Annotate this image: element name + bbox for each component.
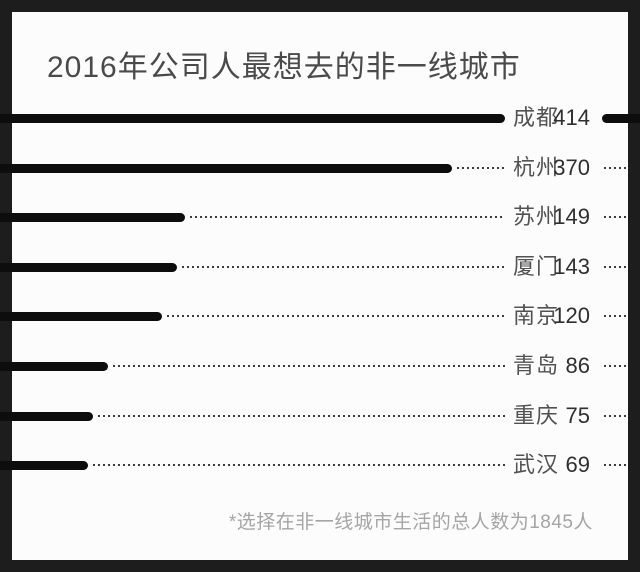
city-label: 重庆: [513, 403, 560, 428]
city-label: 苏州: [513, 204, 560, 229]
chart-footnote: *选择在非一线城市生活的总人数为1845人: [228, 512, 593, 533]
city-label: 南京: [513, 303, 560, 328]
value-label: 75: [565, 403, 590, 428]
bar-4: [0, 263, 177, 272]
leader-line-right: [604, 464, 628, 466]
bar-8: [0, 461, 88, 470]
value-label: 149: [553, 204, 590, 229]
leader-line-left: [457, 167, 505, 169]
city-label: 成都: [513, 105, 560, 130]
leader-line-left: [98, 415, 505, 417]
bar-6: [0, 362, 108, 371]
value-label: 370: [553, 155, 590, 180]
chart-background: [12, 12, 628, 560]
value-label: 69: [565, 452, 590, 477]
city-label: 武汉: [513, 452, 560, 477]
leader-line-right: [604, 266, 628, 268]
leader-line-right: [604, 167, 628, 169]
bar-right-stub: [602, 114, 640, 123]
city-label: 厦门: [513, 254, 560, 279]
leader-line-left: [182, 266, 505, 268]
leader-line-left: [113, 365, 505, 367]
leader-line-left: [190, 216, 505, 218]
city-label: 杭州: [513, 155, 560, 180]
leader-line-left: [93, 464, 505, 466]
value-label: 120: [553, 303, 590, 328]
chart-title: 2016年公司人最想去的非一线城市: [47, 51, 521, 84]
leader-line-right: [604, 415, 628, 417]
leader-line-left: [167, 315, 505, 317]
city-label: 青岛: [513, 353, 560, 378]
bar-2: [0, 164, 452, 173]
value-label: 143: [553, 254, 590, 279]
leader-line-right: [604, 216, 628, 218]
bar-3: [0, 213, 185, 222]
leader-line-right: [604, 365, 628, 367]
leader-line-right: [604, 315, 628, 317]
value-label: 86: [565, 353, 590, 378]
bar-5: [0, 312, 162, 321]
bar-7: [0, 412, 93, 421]
value-label: 414: [553, 105, 590, 130]
bar-1: [0, 114, 505, 123]
